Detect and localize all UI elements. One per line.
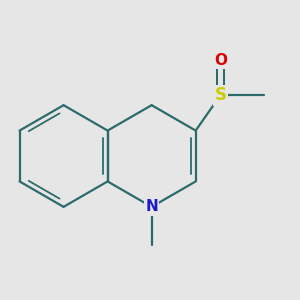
Text: O: O bbox=[214, 53, 227, 68]
Text: S: S bbox=[214, 86, 226, 104]
Text: N: N bbox=[145, 199, 158, 214]
